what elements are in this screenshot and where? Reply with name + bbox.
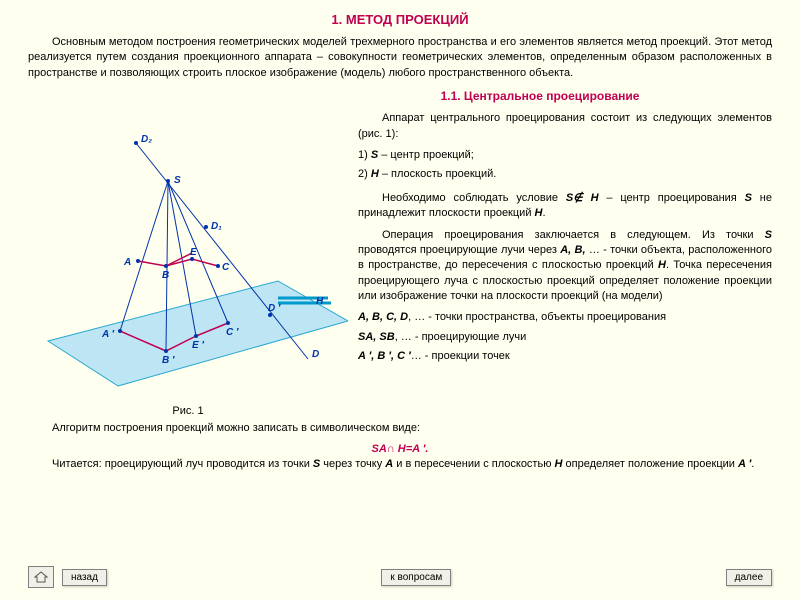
- svg-text:D₁: D₁: [211, 221, 222, 232]
- paragraph-operation: Операция проецирования заключается в сле…: [358, 228, 772, 305]
- svg-text:S: S: [174, 175, 181, 186]
- figure-caption: Рис. 1: [28, 405, 348, 417]
- svg-text:D₂: D₂: [141, 134, 152, 145]
- page-title: 1. МЕТОД ПРОЕКЦИЙ: [28, 12, 772, 27]
- svg-text:H: H: [316, 296, 324, 307]
- home-button[interactable]: [28, 566, 54, 588]
- svg-text:B: B: [162, 270, 169, 281]
- svg-text:D: D: [312, 349, 319, 360]
- line-points: A, B, C, D, … - точки пространства, объе…: [358, 310, 772, 325]
- questions-button[interactable]: к вопросам: [381, 569, 451, 586]
- intro-paragraph: Основным методом построения геометрическ…: [28, 35, 772, 81]
- home-icon: [34, 571, 48, 583]
- nav-bar: назад к вопросам далее: [28, 566, 772, 588]
- svg-text:C: C: [222, 262, 230, 273]
- svg-text:A: A: [123, 257, 131, 268]
- text-column: Аппарат центрального проецирования состо…: [358, 111, 772, 417]
- figure-diagram: S D₂ D₁ D A B E C A ′ B ′ E ′ C ′ D ′ H: [28, 111, 348, 401]
- list-item-1: 1) S – центр проекций;: [358, 148, 772, 163]
- paragraph-algorithm: Алгоритм построения проекций можно запис…: [28, 421, 772, 436]
- section-title: 1.1. Центральное проецирование: [308, 89, 772, 103]
- svg-text:E ′: E ′: [192, 340, 204, 351]
- list-item-2: 2) H – плоскость проекций.: [358, 167, 772, 182]
- next-button[interactable]: далее: [726, 569, 772, 586]
- back-button[interactable]: назад: [62, 569, 107, 586]
- paragraph-apparatus: Аппарат центрального проецирования состо…: [358, 111, 772, 142]
- figure-column: S D₂ D₁ D A B E C A ′ B ′ E ′ C ′ D ′ H Рис. 1: [28, 111, 348, 417]
- svg-text:E: E: [190, 247, 197, 258]
- content-columns: S D₂ D₁ D A B E C A ′ B ′ E ′ C ′ D ′ H Рис. 1 Аппара…: [28, 111, 772, 417]
- formula: SA∩ H=A ′.: [28, 443, 772, 455]
- line-projections: A ′, B ′, C ′… - проекции точек: [358, 349, 772, 364]
- svg-text:D ′: D ′: [268, 303, 281, 314]
- svg-text:B ′: B ′: [162, 355, 175, 366]
- paragraph-condition: Необходимо соблюдать условие S∉ H – цент…: [358, 191, 772, 222]
- svg-text:A ′: A ′: [101, 329, 115, 340]
- line-rays: SA, SB, … - проецирующие лучи: [358, 330, 772, 345]
- svg-text:C ′: C ′: [226, 327, 239, 338]
- paragraph-reading: Читается: проецирующий луч проводится из…: [28, 457, 772, 472]
